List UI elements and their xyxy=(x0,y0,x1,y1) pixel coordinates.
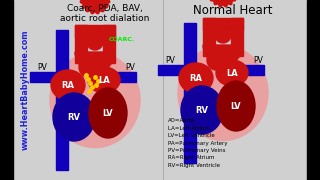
Circle shape xyxy=(215,27,231,43)
Bar xyxy=(56,30,68,170)
Bar xyxy=(236,65,264,75)
Text: RV=Right Ventricle: RV=Right Ventricle xyxy=(168,163,220,168)
Ellipse shape xyxy=(207,50,225,70)
Text: PV=Pulmonary Veins: PV=Pulmonary Veins xyxy=(168,148,226,153)
Text: Normal Heart: Normal Heart xyxy=(193,4,273,17)
Bar xyxy=(184,23,196,163)
Bar xyxy=(108,72,136,82)
Bar xyxy=(30,72,60,82)
Wedge shape xyxy=(75,52,115,72)
Text: COARC.: COARC. xyxy=(109,37,135,42)
Text: PV: PV xyxy=(165,55,175,64)
Ellipse shape xyxy=(178,46,268,141)
Text: RA: RA xyxy=(61,80,75,89)
Ellipse shape xyxy=(88,67,120,93)
Text: LV=Left Ventricle: LV=Left Ventricle xyxy=(168,133,215,138)
Ellipse shape xyxy=(53,93,95,141)
Ellipse shape xyxy=(181,86,223,134)
Text: LA: LA xyxy=(226,69,238,78)
Text: PA=Pulmonary Artery: PA=Pulmonary Artery xyxy=(168,141,228,145)
Polygon shape xyxy=(208,0,238,7)
Text: RV: RV xyxy=(68,112,81,122)
Ellipse shape xyxy=(79,57,97,77)
Text: RV: RV xyxy=(196,105,209,114)
Bar xyxy=(75,25,115,37)
Bar xyxy=(158,65,188,75)
Text: RA=Right Atrium: RA=Right Atrium xyxy=(168,156,214,161)
Text: www.HeartBabyHome.com: www.HeartBabyHome.com xyxy=(20,30,29,150)
Text: LV: LV xyxy=(231,102,241,111)
Bar xyxy=(0,0,13,180)
Bar xyxy=(103,25,115,63)
Text: LA=Left Atrium: LA=Left Atrium xyxy=(168,125,210,130)
Text: RA: RA xyxy=(189,73,203,82)
Text: PV: PV xyxy=(253,55,263,64)
Text: LA: LA xyxy=(98,75,110,84)
Ellipse shape xyxy=(216,60,248,86)
Text: Coarc, PDA, BAV,
aortic root dialation: Coarc, PDA, BAV, aortic root dialation xyxy=(60,4,150,23)
Bar xyxy=(231,18,243,56)
Bar xyxy=(307,0,320,180)
Text: LV: LV xyxy=(103,109,113,118)
Ellipse shape xyxy=(50,53,140,147)
Text: PV: PV xyxy=(125,62,135,71)
Wedge shape xyxy=(203,45,243,65)
Text: PV: PV xyxy=(37,62,47,71)
Ellipse shape xyxy=(179,63,213,93)
Text: AO=Aorta: AO=Aorta xyxy=(168,118,196,123)
Ellipse shape xyxy=(89,88,127,138)
Polygon shape xyxy=(80,0,110,14)
Bar xyxy=(203,18,215,56)
Bar xyxy=(75,25,87,63)
Ellipse shape xyxy=(51,70,85,100)
Bar xyxy=(203,18,243,30)
Circle shape xyxy=(87,34,103,50)
Ellipse shape xyxy=(217,81,255,131)
